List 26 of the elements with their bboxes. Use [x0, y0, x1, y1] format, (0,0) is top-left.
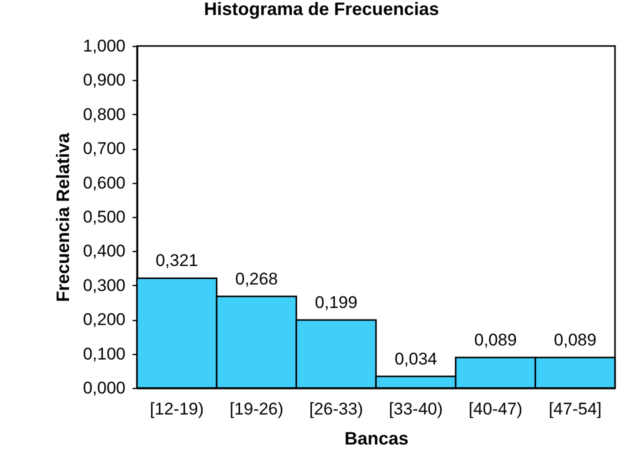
y-tick-label: 0,500: [82, 208, 126, 226]
chart-title: Histograma de Frecuencias: [204, 0, 440, 19]
data-label: 0,268: [235, 269, 278, 288]
data-label: 0,321: [156, 251, 198, 270]
y-tick-label: 0,600: [82, 173, 126, 192]
y-tick-label: 0,800: [82, 104, 126, 124]
y-tick-label: 0,100: [82, 344, 126, 364]
x-tick-label: [12-19): [150, 400, 204, 418]
x-tick-label: [19-26): [230, 400, 284, 418]
data-label: 0,034: [394, 349, 438, 368]
data-label: 0,089: [554, 330, 596, 350]
x-axis-title: Bancas: [344, 428, 409, 448]
y-tick-label: 0,400: [82, 242, 126, 261]
x-tick-label: [26-33): [309, 400, 364, 418]
x-tick-label: [40-47): [468, 400, 522, 418]
y-tick-label: 0,700: [82, 139, 126, 158]
data-label: 0,089: [474, 330, 517, 350]
y-tick-label: 0,300: [82, 276, 126, 295]
x-tick-label: [47-54]: [548, 400, 602, 418]
y-axis-title: Frecuencia Relativa: [52, 132, 73, 302]
y-tick-label: 0,900: [82, 70, 126, 90]
x-tick-label: [33-40): [388, 400, 443, 418]
y-tick-label: 0,000: [82, 378, 126, 398]
y-tick-label: 1,000: [82, 36, 126, 56]
y-tick-label: 0,200: [82, 310, 126, 330]
data-label: 0,199: [314, 292, 358, 312]
